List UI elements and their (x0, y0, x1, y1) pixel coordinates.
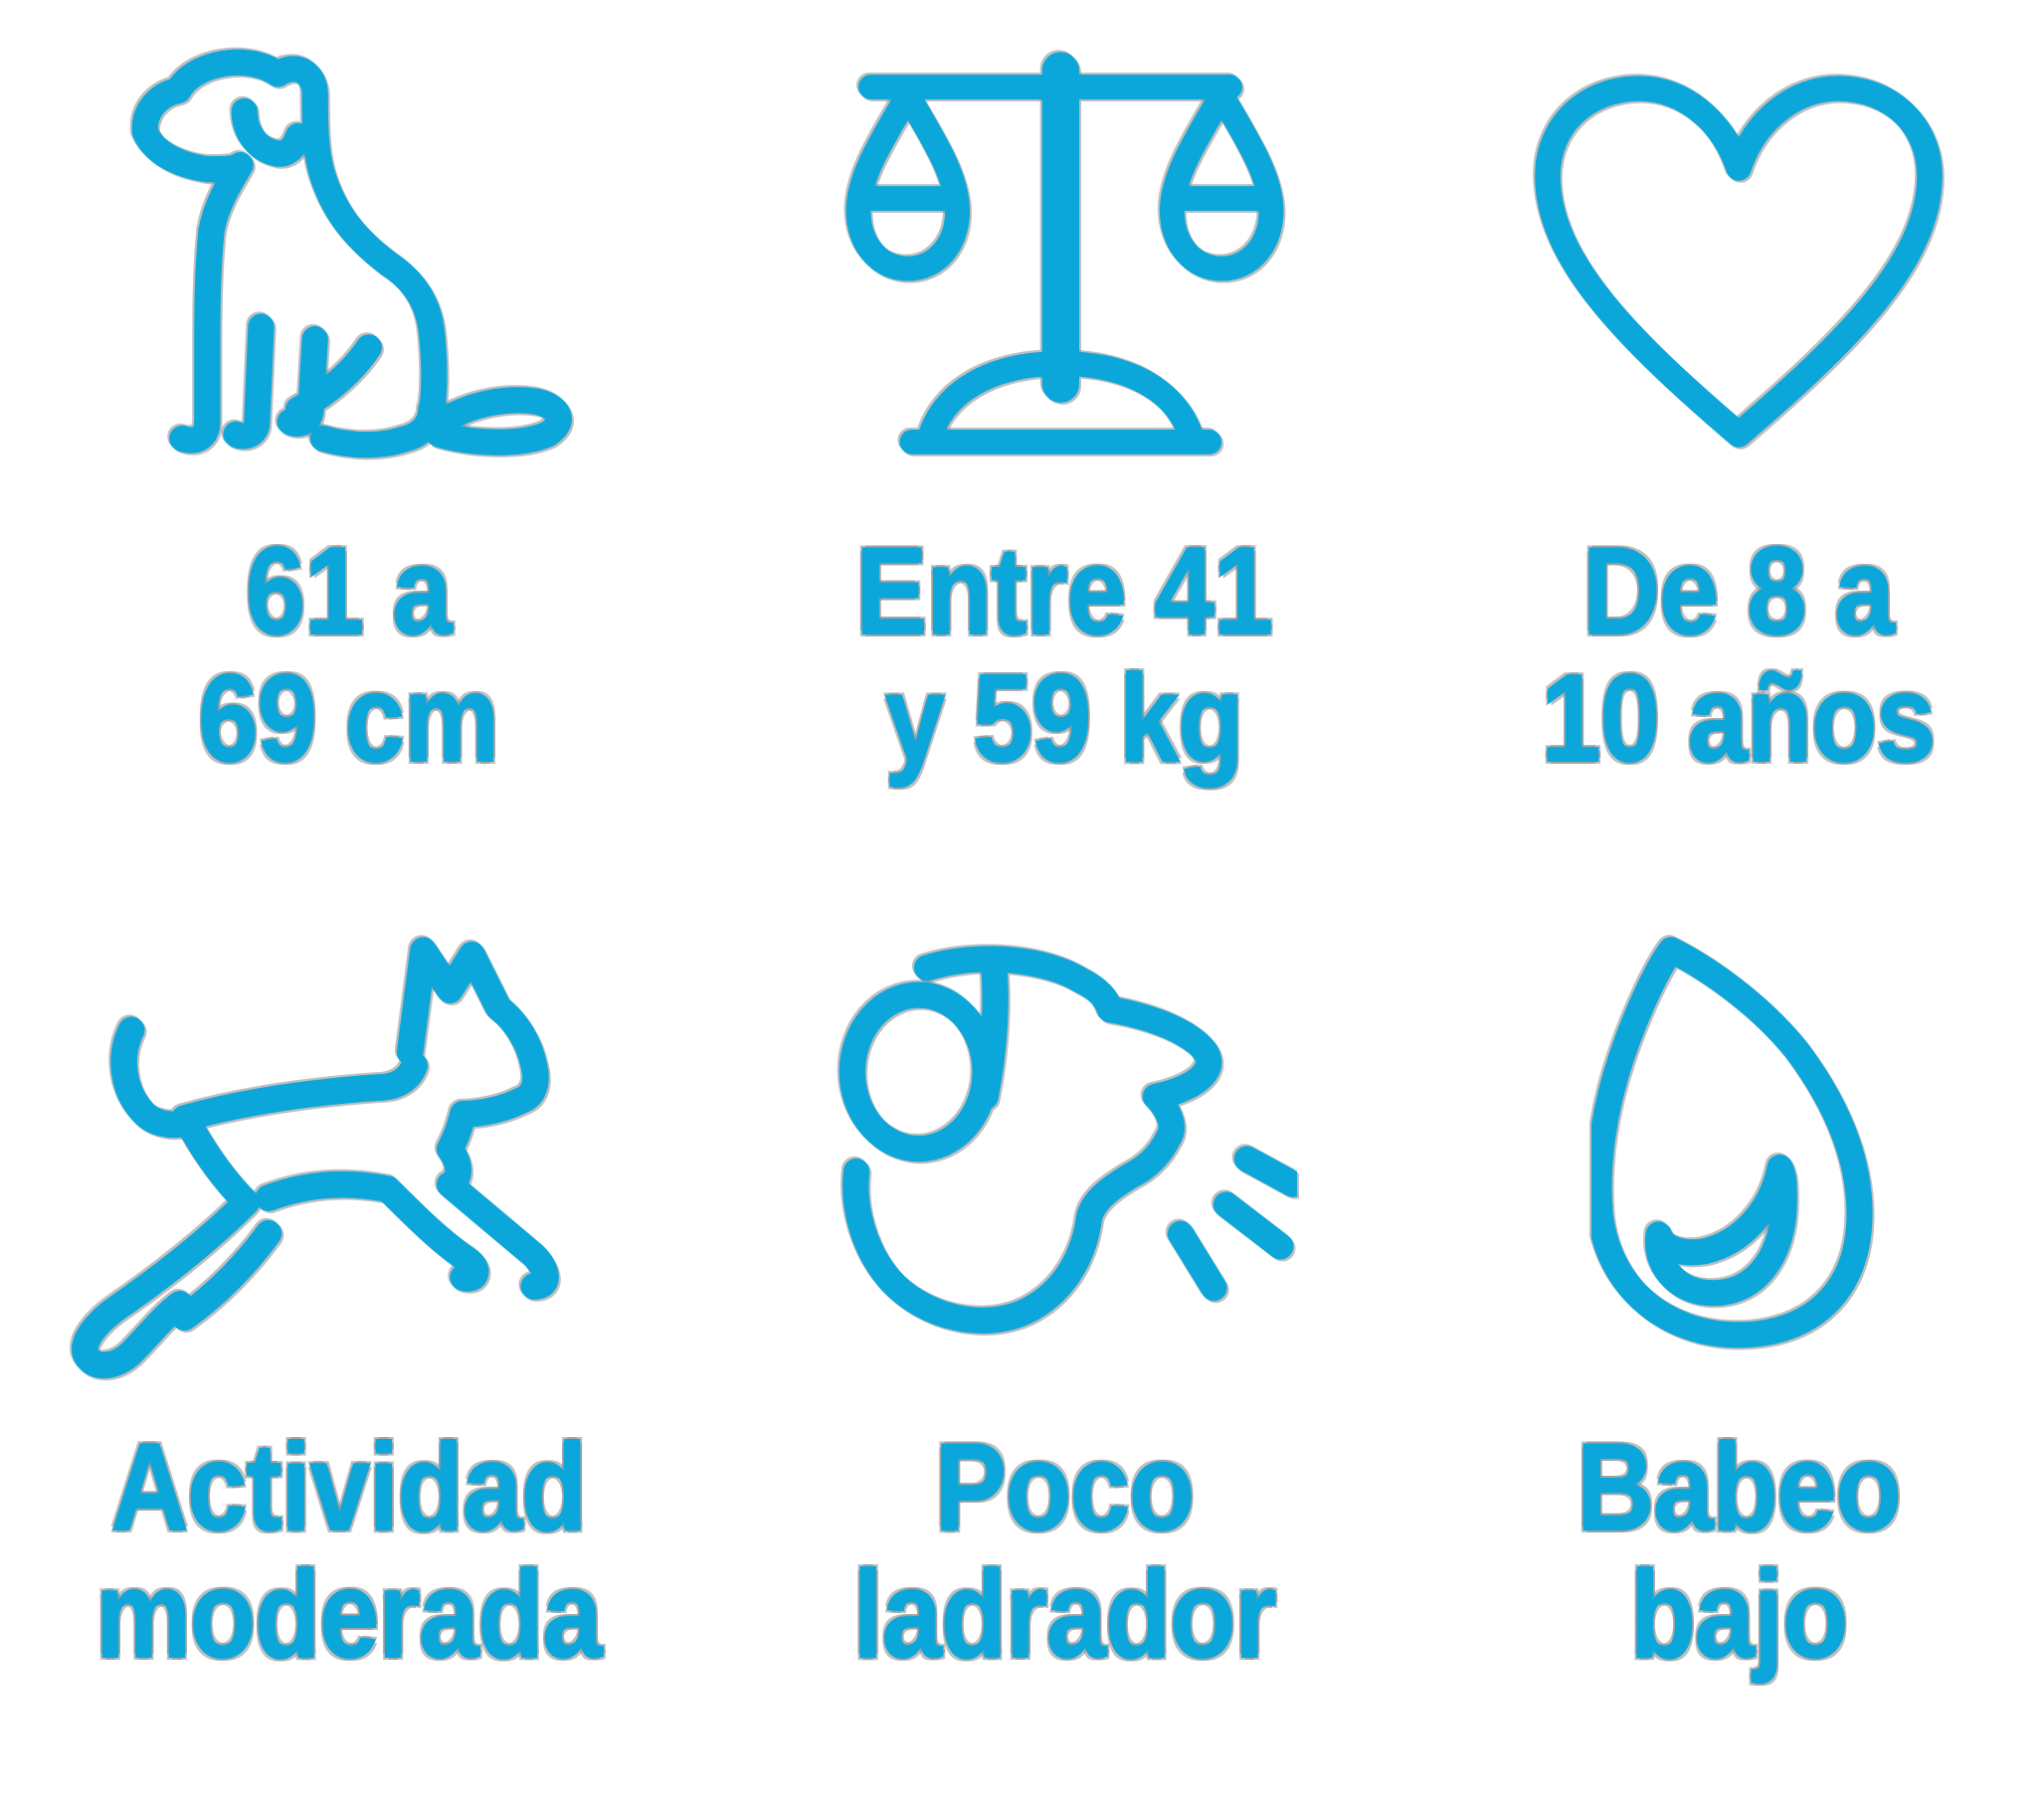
feature-life-expectancy: De 8 a 10 años (1432, 0, 2044, 900)
label-line-2: 69 cm (197, 649, 499, 788)
label-line-1: Entre 41 (855, 523, 1274, 660)
water-drop-icon (1591, 937, 1873, 1348)
label-line-2: y 59 kg (884, 649, 1244, 788)
feature-height: 61 a 69 cm (0, 0, 696, 900)
icon-wrap (832, 922, 1297, 1371)
feature-label: Babeo bajo (1576, 1419, 1902, 1684)
label-line-2: bajo (1628, 1545, 1848, 1684)
icon-wrap (61, 922, 636, 1378)
label-line-1: Actividad (109, 1419, 587, 1556)
feature-label: Entre 41 y 59 kg (855, 523, 1274, 788)
feature-label: Actividad moderada (94, 1419, 603, 1684)
feature-label: De 8 a 10 años (1541, 523, 1937, 788)
label-line-2: moderada (94, 1545, 603, 1684)
label-line-1: De 8 a (1581, 523, 1895, 660)
heart-icon (1534, 76, 1943, 448)
feature-weight: Entre 41 y 59 kg (696, 0, 1432, 900)
feature-barking: Poco ladrador (696, 900, 1432, 1794)
label-line-2: 10 años (1541, 649, 1937, 788)
barking-dog-icon (838, 946, 1297, 1335)
label-line-1: Babeo (1576, 1419, 1902, 1556)
icon-wrap (834, 38, 1296, 465)
label-line-2: ladrador (852, 1545, 1277, 1684)
running-dog-icon (72, 936, 559, 1378)
feature-activity: Actividad moderada (0, 900, 696, 1794)
label-line-1: 61 a (245, 523, 453, 660)
label-line-1: Poco (934, 1419, 1196, 1556)
icon-wrap (99, 38, 597, 465)
sitting-dog-icon (131, 49, 572, 457)
balance-scale-icon (845, 51, 1283, 454)
feature-label: Poco ladrador (852, 1419, 1277, 1684)
feature-label: 61 a 69 cm (197, 523, 499, 788)
icon-wrap (1591, 922, 1885, 1371)
icon-wrap (1534, 38, 1943, 465)
feature-drooling: Babeo bajo (1432, 900, 2044, 1794)
